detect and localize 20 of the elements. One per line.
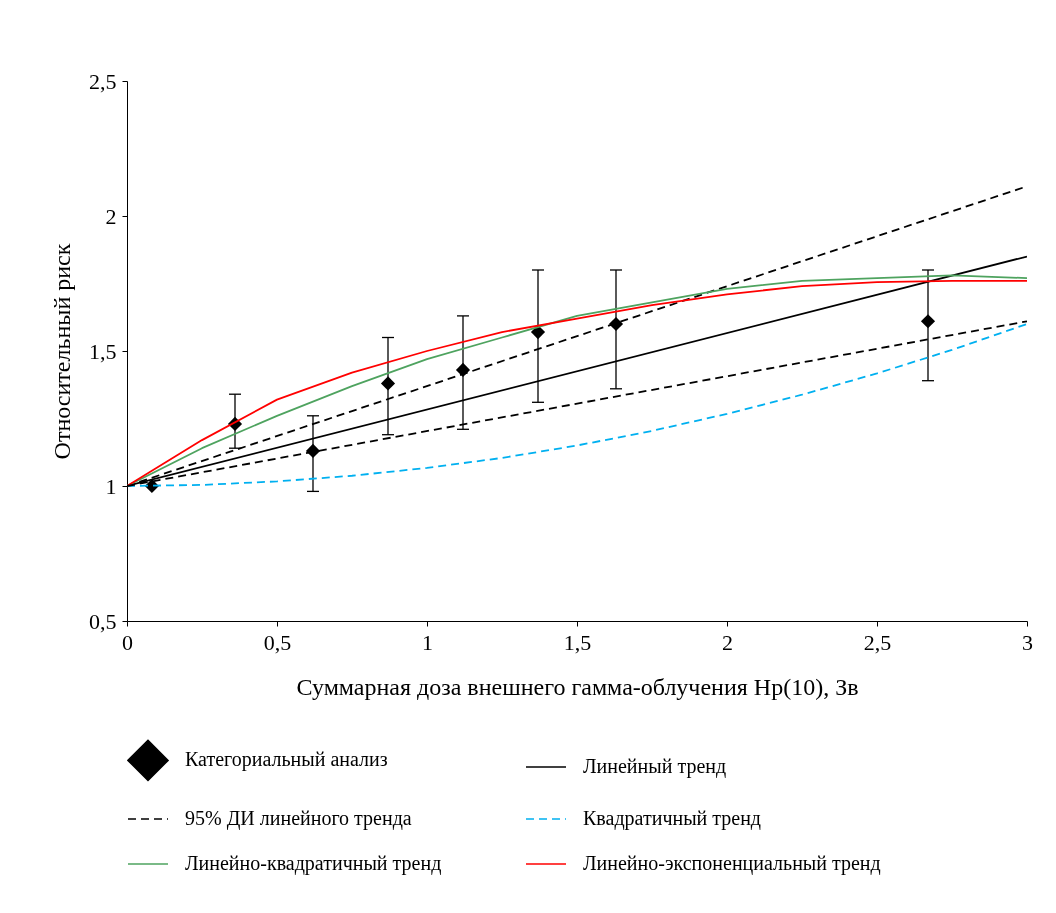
legend-label: Линейно-квадратичный тренд bbox=[185, 852, 442, 875]
x-tick-label: 3 bbox=[1022, 629, 1033, 655]
legend-label: Категориальный анализ bbox=[185, 748, 388, 772]
y-axis-title: Относительный риск bbox=[49, 243, 75, 460]
y-tick-label: 0,5 bbox=[89, 608, 117, 634]
y-tick-label: 2 bbox=[105, 203, 117, 229]
x-axis-title: Суммарная доза внешнего гамма-облучения Hp(10), Зв bbox=[296, 673, 859, 700]
y-tick-label: 1,5 bbox=[89, 338, 117, 364]
x-tick-label: 0,5 bbox=[263, 629, 292, 655]
legend-label: Линейно-экспоненциальный тренд bbox=[583, 852, 881, 875]
x-tick-label: 1 bbox=[422, 629, 433, 655]
x-tick-label: 2,5 bbox=[863, 629, 892, 655]
y-tick-label: 1 bbox=[105, 473, 117, 499]
x-tick-label: 2 bbox=[722, 629, 733, 655]
y-tick-label: 2,5 bbox=[89, 68, 117, 94]
x-tick-label: 0 bbox=[122, 629, 133, 655]
legend-label: 95% ДИ линейного тренда bbox=[185, 807, 412, 830]
x-tick-label: 1,5 bbox=[563, 629, 592, 655]
legend-label: Квадратичный тренд bbox=[583, 807, 762, 830]
legend-label: Линейный тренд bbox=[583, 755, 727, 778]
